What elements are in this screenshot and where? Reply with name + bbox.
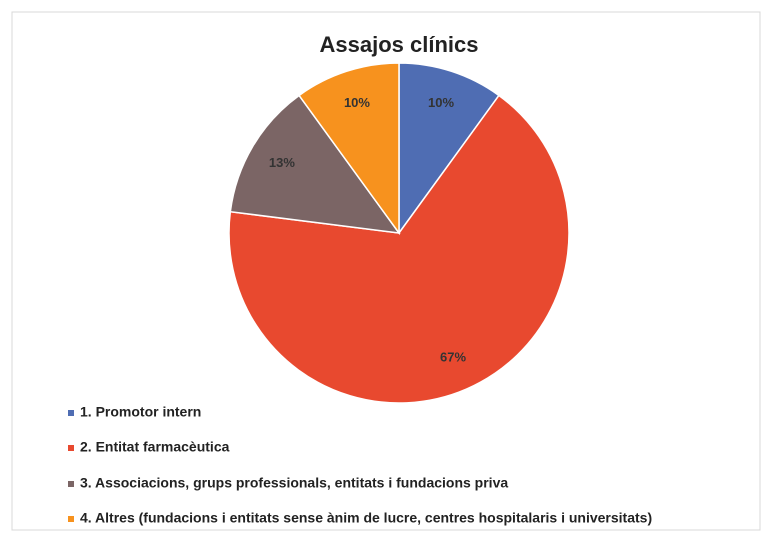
- chart-title: Assajos clínics: [320, 32, 479, 57]
- legend-swatch: [68, 516, 74, 522]
- value-label: 13%: [269, 155, 295, 170]
- value-label: 10%: [344, 95, 370, 110]
- value-label: 67%: [440, 349, 466, 364]
- pie-slice: [398, 62, 500, 236]
- pie-slice: [229, 94, 401, 234]
- pie-slice: [298, 62, 400, 236]
- legend-swatch: [68, 481, 74, 487]
- legend-label: 4. Altres (fundacions i entitats sense à…: [80, 510, 652, 526]
- legend-label: 1. Promotor intern: [80, 404, 201, 420]
- legend-swatch: [68, 445, 74, 451]
- legend-label: 3. Associacions, grups professionals, en…: [80, 475, 508, 491]
- pie-slice: [228, 94, 570, 404]
- legend-swatch: [68, 410, 74, 416]
- value-label: 10%: [428, 95, 454, 110]
- legend-label: 2. Entitat farmacèutica: [80, 439, 230, 455]
